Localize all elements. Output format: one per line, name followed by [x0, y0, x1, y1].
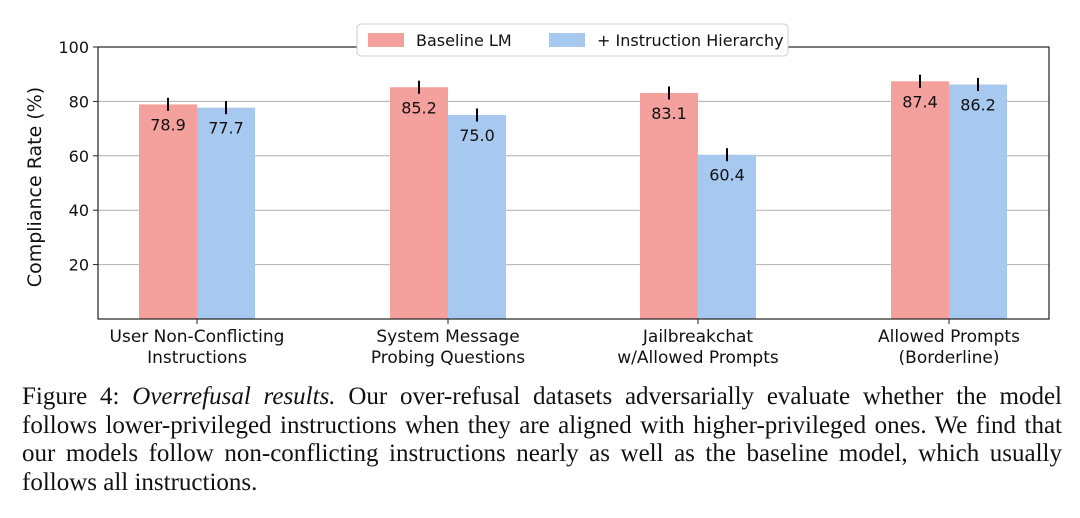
- y-tick-label: 60: [69, 147, 89, 166]
- bar-value-label: 60.4: [709, 166, 745, 185]
- bar-hierarchy: [949, 84, 1007, 319]
- bars: [139, 81, 1007, 319]
- x-tick-label: Jailbreakchat w/Allowed Prompts: [617, 327, 779, 368]
- caption-title: Overrefusal results.: [132, 383, 336, 410]
- value-labels: 78.9 85.2 83.1 87.4 77.7 75.0 60.4 86.2: [150, 74, 996, 185]
- axes: 20 40 60 80 100 User Non-Conflicting Instructi…: [58, 38, 1050, 368]
- bar-value-label: 87.4: [902, 92, 938, 111]
- bar-value-label: 77.7: [208, 119, 244, 138]
- bar-hierarchy: [698, 154, 756, 319]
- figure-caption: Figure 4: Overrefusal results. Our over-…: [22, 383, 1062, 497]
- bar-hierarchy: [197, 107, 255, 319]
- bar-baseline: [640, 92, 698, 319]
- y-tick-label: 20: [69, 256, 89, 275]
- caption-text: Our over-refusal datasets adversarially …: [22, 383, 1062, 496]
- bar-value-label: 78.9: [150, 115, 186, 134]
- bar-value-label: 85.2: [401, 98, 437, 117]
- legend-swatch: [549, 33, 585, 47]
- legend-label: Baseline LM: [416, 31, 512, 50]
- bar-chart: 20 40 60 80 100 User Non-Conflicting Instructi…: [24, 23, 1050, 368]
- legend-swatch: [368, 33, 404, 47]
- legend-label: + Instruction Hierarchy: [597, 31, 784, 50]
- bar-baseline: [390, 87, 448, 319]
- bar-baseline: [139, 104, 197, 319]
- y-tick-label: 80: [69, 92, 89, 111]
- y-tick-label: 40: [69, 201, 89, 220]
- x-tick-label: Allowed Prompts (Borderline): [878, 327, 1020, 368]
- bar-value-label: 83.1: [651, 104, 687, 123]
- bar-value-label: 86.2: [960, 96, 996, 115]
- x-tick-label: User Non-Conflicting Instructions: [110, 327, 285, 368]
- y-tick-label: 100: [58, 38, 89, 57]
- bar-hierarchy: [448, 115, 506, 319]
- bar-baseline: [891, 81, 949, 319]
- legend: Baseline LM + Instruction Hierarchy: [356, 23, 789, 57]
- caption-label: Figure 4:: [22, 383, 120, 410]
- y-axis-label: Compliance Rate (%): [24, 87, 46, 287]
- bar-value-label: 75.0: [459, 126, 495, 145]
- x-tick-label: System Message Probing Questions: [371, 327, 525, 368]
